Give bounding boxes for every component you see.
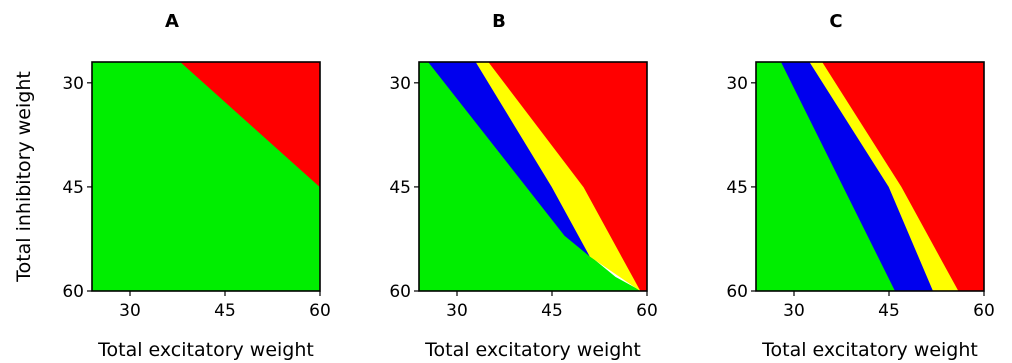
panel-b-y-tick-label: 45 bbox=[389, 178, 411, 198]
panel-c-y-tick-label: 60 bbox=[726, 282, 748, 302]
panel-b-region-red bbox=[488, 62, 647, 291]
panel-a-region-red bbox=[180, 62, 320, 188]
panel-c-x-axis-label: Total excitatory weight bbox=[761, 339, 978, 361]
panel-a-region-green bbox=[92, 62, 320, 291]
panel-a-plot-area bbox=[92, 62, 320, 291]
panel-b-x-axis-label: Total excitatory weight bbox=[424, 339, 641, 361]
panel-b-x-tick-label: 45 bbox=[541, 301, 563, 321]
panel-a-frame bbox=[91, 61, 321, 292]
panel-b-frame bbox=[418, 61, 648, 292]
panel-c-frame bbox=[755, 61, 985, 292]
panel-c-region-red bbox=[822, 62, 984, 291]
panel-c-x-tick-label: 60 bbox=[973, 301, 995, 321]
panel-b-y-tick-label: 60 bbox=[389, 282, 411, 302]
panel-c-y-tick-label: 30 bbox=[726, 74, 748, 94]
panel-c-region-green bbox=[756, 62, 896, 291]
panel-c-x-tick-label: 45 bbox=[878, 301, 900, 321]
panel-a-title: A bbox=[165, 11, 179, 32]
panel-c-x-tick-label: 30 bbox=[783, 301, 805, 321]
panel-b-plot-area bbox=[419, 62, 647, 291]
panel-c-title: C bbox=[829, 11, 842, 32]
panel-b-x-tick-label: 60 bbox=[636, 301, 658, 321]
panel-c-y-tick-label: 45 bbox=[726, 178, 748, 198]
panel-b-x-tick-label: 30 bbox=[446, 301, 468, 321]
y-axis-label: Total inhibitory weight bbox=[13, 71, 35, 283]
panel-b-y-tick-label: 30 bbox=[389, 74, 411, 94]
panel-a-y-tick-label: 60 bbox=[62, 282, 84, 302]
panel-b-region-green bbox=[419, 62, 641, 291]
panel-a-x-tick-label: 30 bbox=[119, 301, 141, 321]
panel-c-plot-area bbox=[756, 62, 984, 291]
panel-a-y-tick-label: 30 bbox=[62, 74, 84, 94]
panel-a-x-tick-label: 45 bbox=[214, 301, 236, 321]
panel-a-x-tick-label: 60 bbox=[309, 301, 331, 321]
panel-a-x-axis-label: Total excitatory weight bbox=[97, 339, 314, 361]
panel-a-y-tick-label: 45 bbox=[62, 178, 84, 198]
panel-b-title: B bbox=[492, 11, 506, 32]
